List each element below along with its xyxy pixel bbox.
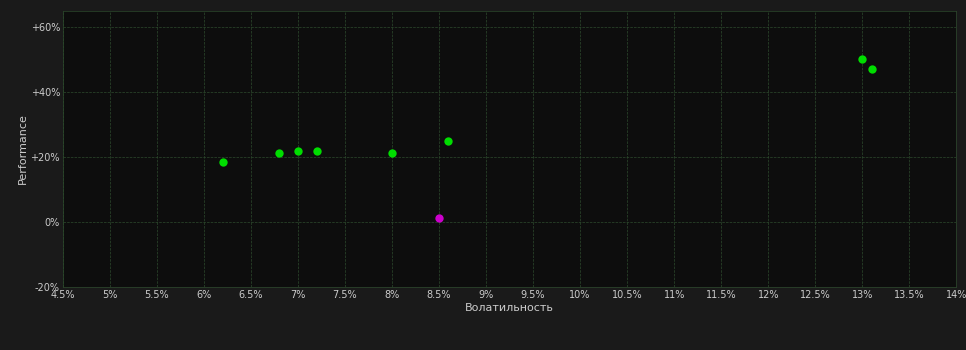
Y-axis label: Performance: Performance	[17, 113, 28, 184]
Point	[271, 150, 287, 155]
Point	[431, 215, 446, 220]
Point	[290, 148, 305, 154]
Point	[384, 150, 400, 155]
Point	[864, 66, 879, 72]
Point	[440, 138, 456, 144]
Point	[855, 56, 870, 62]
Point	[215, 159, 231, 164]
X-axis label: Волатильность: Волатильность	[465, 302, 554, 313]
Point	[309, 148, 325, 154]
